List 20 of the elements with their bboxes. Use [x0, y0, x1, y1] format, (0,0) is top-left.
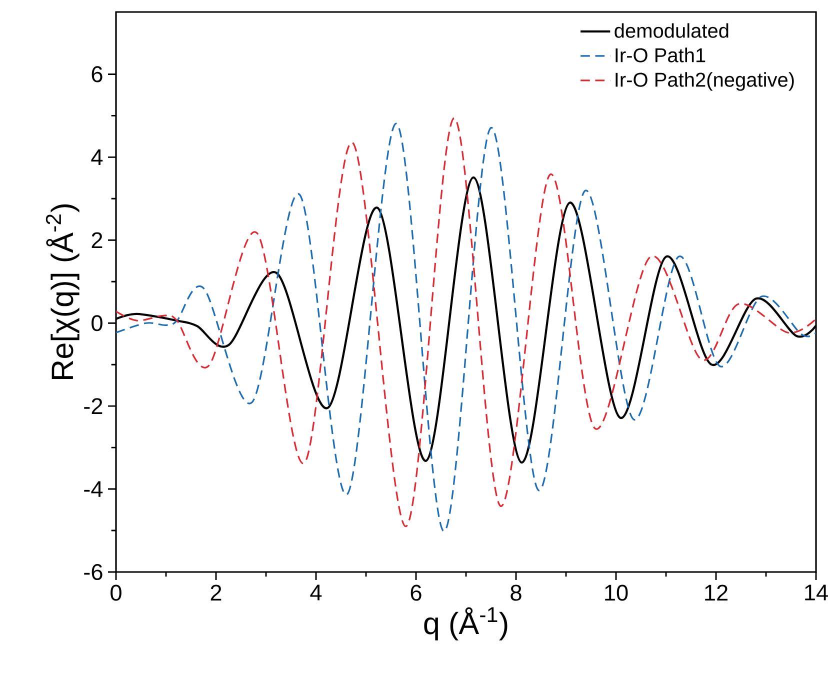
y-tick-label: -2 [84, 398, 102, 414]
x-tick-label: 0 [110, 584, 122, 601]
x-tick-label: 12 [705, 584, 728, 601]
y-tick-label: -6 [84, 564, 102, 580]
y-tick-label: 0 [92, 315, 102, 332]
x-tick-label: 10 [605, 584, 628, 601]
x-tick-label: 4 [310, 584, 322, 600]
legend-label: demodulated [614, 23, 728, 38]
x-tick-label: 2 [210, 584, 222, 601]
y-tick-label: 2 [92, 232, 102, 248]
x-axis-title: q (Å$^{-1}$) [424, 607, 508, 640]
legend-label: Ir-O Path2(negative) [616, 72, 794, 91]
y-tick-label: 4 [91, 149, 103, 165]
x-tick-label: 8 [510, 584, 522, 601]
x-tick-label: 14 [805, 584, 828, 600]
legend-label: Ir-O Path1 [616, 48, 706, 62]
y-tick-label: 6 [92, 66, 102, 82]
x-tick-label: 6 [410, 584, 422, 601]
y-tick-label: -4 [84, 481, 103, 497]
y-axis-title: Re[χ(q)] (Å$^{-2}$) [46, 204, 80, 379]
